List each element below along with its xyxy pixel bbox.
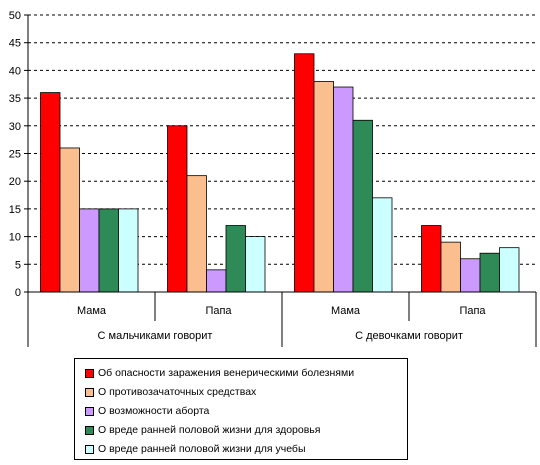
legend-swatch [85,406,94,416]
legend-item: О возможности аборта [85,404,209,418]
bar [499,247,520,293]
y-tick-label: 5 [15,259,21,271]
x-axis-labels: Мама Папа Мама Папа С мальчиками говорит С де… [77,305,486,342]
legend-label: О вреде ранней половой жизни для учебы [98,443,306,455]
bar [421,225,442,293]
legend-item: Об опасности заражения венерическими бол… [85,366,354,380]
bar [460,258,481,293]
group-label: С мальчиками говорит [98,330,213,342]
bar [245,236,266,293]
y-tick-label: 0 [15,287,21,299]
y-tick-label: 35 [9,93,21,105]
bar [79,208,100,293]
y-tick-label: 45 [9,38,21,50]
bar [294,53,315,293]
bar [98,208,119,293]
bar [186,175,207,293]
bar [440,241,461,293]
legend-item: О вреде ранней половой жизни для здоровь… [85,423,320,437]
y-tick-label: 20 [9,176,21,188]
bar [206,269,227,293]
legend-item: О вреде ранней половой жизни для учебы [85,442,306,456]
y-tick-label: 50 [9,10,21,22]
gridlines [28,14,536,265]
y-tick-label: 40 [9,65,21,77]
legend-label: О возможности аборта [98,405,210,417]
y-tick-label: 15 [9,204,21,216]
bar [372,197,393,293]
category-label: Папа [459,305,486,317]
category-label: Мама [77,305,107,317]
legend-swatch [85,444,94,454]
bar [333,86,354,293]
legend-label: Об опасности заражения венерическими бол… [98,367,355,379]
bars [40,53,520,293]
bar [479,252,500,293]
legend: Об опасности заражения венерическими бол… [74,358,408,460]
legend-swatch [85,425,94,435]
category-label: Мама [331,305,361,317]
bar [167,125,188,293]
bar [59,147,80,293]
legend-label: О противозачаточных средствах [98,386,257,398]
bar [225,225,246,293]
axes [27,15,537,347]
bar [352,119,373,293]
group-label: С девочками говорит [355,330,463,342]
y-tick-label: 10 [9,232,21,244]
y-axis-ticks: 0 5 10 15 20 25 30 35 40 45 50 [9,10,28,299]
bar [118,208,139,293]
y-tick-label: 30 [9,121,21,133]
legend-item: О противозачаточных средствах [85,385,256,399]
legend-swatch [85,368,94,378]
bar [313,81,334,293]
y-tick-label: 25 [9,149,21,161]
bar [40,92,61,293]
category-label: Папа [205,305,232,317]
legend-label: О вреде ранней половой жизни для здоровь… [98,424,321,436]
legend-swatch [85,387,94,397]
